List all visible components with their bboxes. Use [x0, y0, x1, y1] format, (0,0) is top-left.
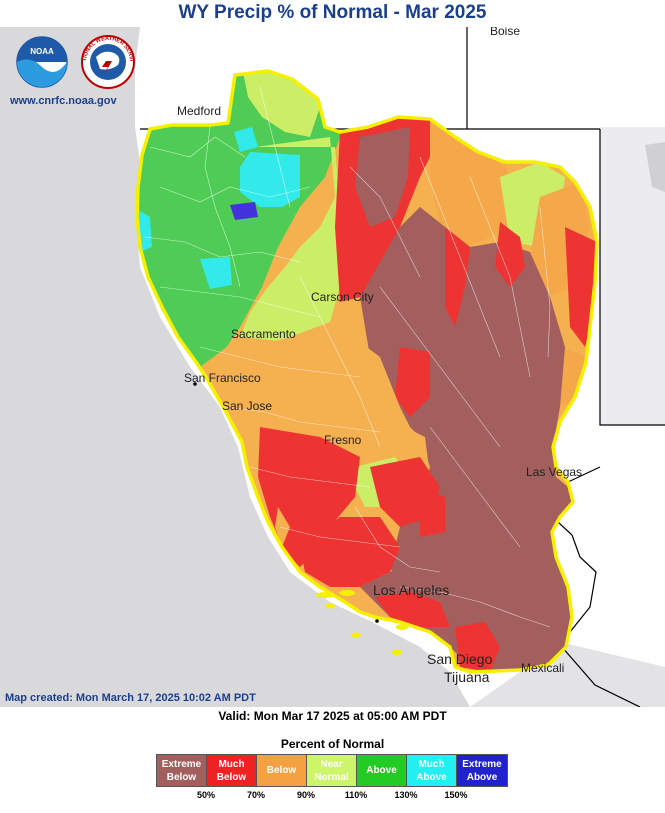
legend-tick: 70% — [246, 790, 266, 800]
legend-much-below: Much Below — [207, 755, 257, 786]
noaa-logo-text: NOAA — [30, 47, 54, 56]
legend-ticks: 50% 70% 90% 110% 130% 150% — [156, 790, 508, 804]
website-label: www.cnrfc.noaa.gov — [9, 95, 117, 107]
legend-title: Percent of Normal — [280, 737, 385, 751]
legend-extreme-below: Extreme Below — [157, 755, 207, 786]
legend-tick: 90% — [296, 790, 316, 800]
legend-tick: 110% — [344, 790, 368, 800]
legend-near-normal: Near Normal — [307, 755, 357, 786]
map-created-label: Map created: Mon March 17, 2025 10:02 AM… — [5, 692, 256, 704]
legend-much-above: Much Above — [407, 755, 457, 786]
legend: Extreme Below Much Below Below Near Normal … — [156, 754, 508, 787]
channel-islands — [316, 590, 408, 655]
city-label-medford: Medford — [177, 104, 221, 118]
legend-tick: 130% — [394, 790, 418, 800]
city-label-fresno: Fresno — [324, 433, 362, 447]
city-label-carson-city: Carson City — [311, 290, 374, 304]
legend-below: Below — [257, 755, 307, 786]
legend-above: Above — [357, 755, 407, 786]
city-label-los-angeles: Los Angeles — [373, 582, 449, 598]
city-label-san-francisco: San Francisco — [184, 371, 261, 385]
cnrfc-boundary — [135, 69, 599, 674]
city-label-san-diego: San Diego — [427, 651, 493, 667]
legend-extreme-above: Extreme Above — [457, 755, 507, 786]
city-label-sacramento: Sacramento — [231, 327, 296, 341]
legend-tick: 150% — [444, 790, 468, 800]
city-markers — [193, 382, 379, 623]
noaa-logo: NOAA — [16, 36, 68, 88]
city-label-boise: Boise — [490, 27, 520, 38]
city-label-tijuana: Tijuana — [444, 669, 490, 685]
precip-map: Boise Medford Carson City Sacramento San… — [0, 27, 665, 707]
basin-lines — [144, 86, 551, 628]
valid-time: Valid: Mon Mar 17 2025 at 05:00 AM PDT — [218, 709, 447, 723]
city-label-mexicali: Mexicali — [521, 661, 564, 675]
legend-tick: 50% — [196, 790, 216, 800]
city-label-san-jose: San Jose — [222, 399, 272, 413]
city-label-las-vegas: Las Vegas — [526, 465, 582, 479]
map-title: WY Precip % of Normal - Mar 2025 — [178, 2, 487, 23]
